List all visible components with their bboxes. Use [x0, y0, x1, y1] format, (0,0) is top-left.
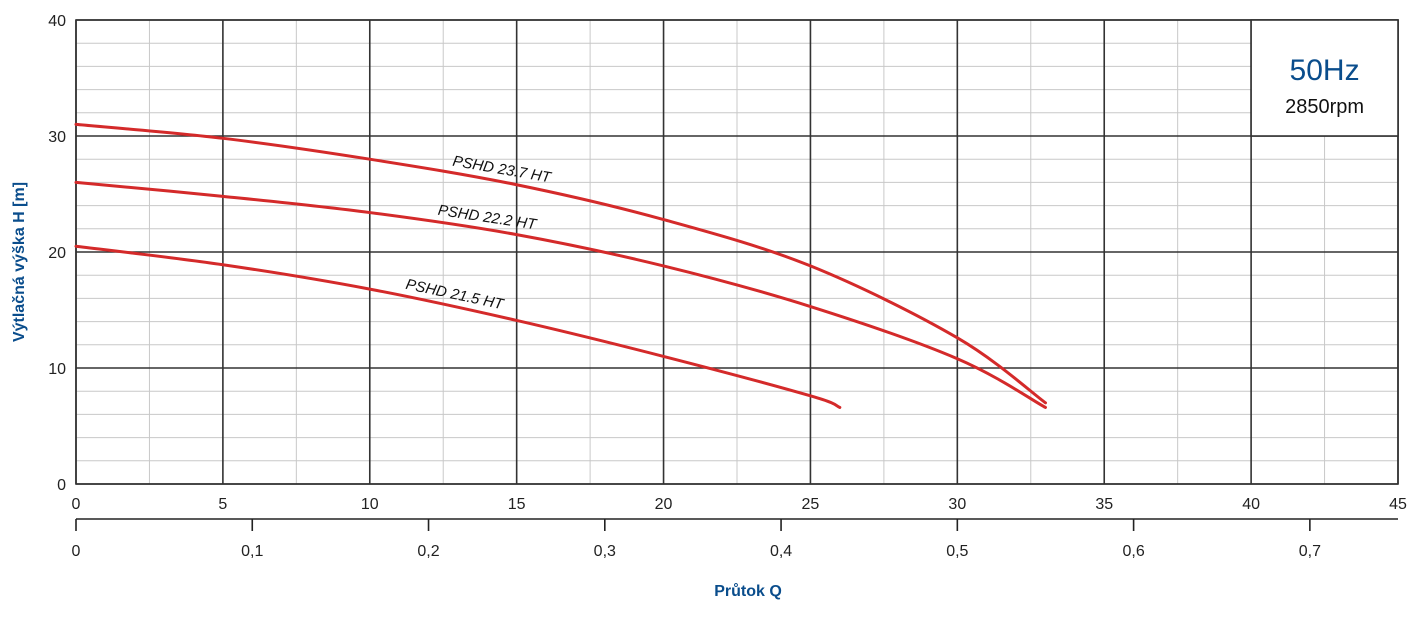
x-tick-label: 10: [361, 496, 379, 513]
y-tick-label: 40: [48, 13, 66, 30]
y-axis-title: Výtlačná výška H [m]: [11, 182, 28, 342]
y-tick-labels: 0 10 20 30 40: [48, 13, 66, 494]
x-tick-label: 30: [948, 496, 966, 513]
frequency-badge: 50Hz 2850rpm: [1250, 19, 1399, 137]
x-tick-label: 40: [1242, 496, 1260, 513]
y-tick-label: 10: [48, 361, 66, 378]
secondary-tick-label: 0,2: [417, 543, 439, 560]
x-tick-label: 45: [1389, 496, 1407, 513]
secondary-tick-label: 0,4: [770, 543, 792, 560]
secondary-tick-label: 0,1: [241, 543, 263, 560]
secondary-tick-label: 0,3: [594, 543, 616, 560]
secondary-x-axis: 0 0,1 0,2 0,3 0,4 0,5 0,6 0,7: [72, 518, 1398, 560]
badge-speed: 2850rpm: [1285, 96, 1364, 118]
x-tick-label: 15: [508, 496, 526, 513]
curve-pshd-23-7-ht: [74, 122, 1047, 405]
secondary-tick-label: 0: [72, 543, 81, 560]
y-tick-label: 30: [48, 129, 66, 146]
x-tick-label: 25: [802, 496, 820, 513]
curve-pshd-21-5-ht: [74, 244, 842, 409]
performance-curves: [74, 122, 1047, 409]
x-tick-label: 35: [1095, 496, 1113, 513]
y-tick-label: 20: [48, 245, 66, 262]
secondary-tick-label: 0,6: [1122, 543, 1144, 560]
x-tick-label: 0: [72, 496, 81, 513]
badge-box: [1250, 19, 1399, 137]
x-axis-title: Průtok Q: [714, 583, 782, 600]
y-tick-label: 0: [57, 477, 66, 494]
secondary-tick-label: 0,7: [1299, 543, 1321, 560]
badge-frequency: 50Hz: [1290, 54, 1360, 87]
secondary-tick-label: 0,5: [946, 543, 968, 560]
plot-frame: [75, 19, 1399, 485]
x-tick-label: 5: [218, 496, 227, 513]
curve-pshd-22-2-ht: [74, 180, 1047, 409]
x-tick-label: 20: [655, 496, 673, 513]
x-tick-labels: 0 5 10 15 20 25 30 35 40 45: [72, 496, 1407, 513]
